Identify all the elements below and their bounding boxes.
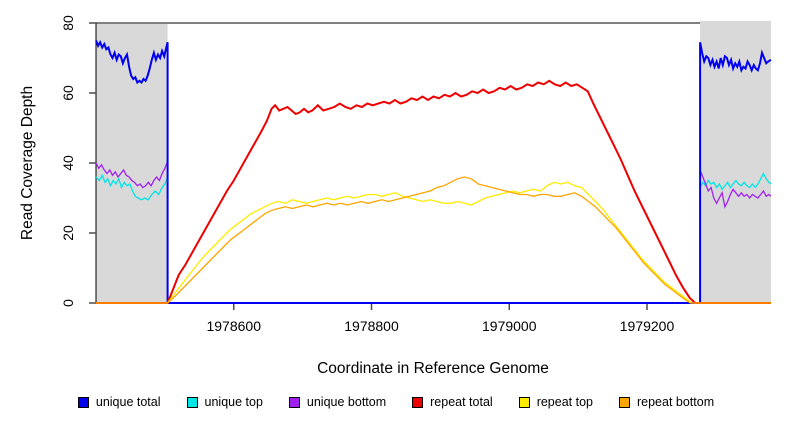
repeat-total-swatch-icon <box>412 396 424 408</box>
x-axis-title: Coordinate in Reference Genome <box>317 360 549 377</box>
x-tick-label: 1979000 <box>482 318 537 334</box>
series-line-repeat-bottom <box>96 176 771 304</box>
repeat-bottom-swatch-icon <box>618 396 630 408</box>
legend-item-unique-top: unique top <box>186 395 263 409</box>
x-tick-label: 1978600 <box>206 318 261 334</box>
series-line-unique-bottom <box>95 161 772 304</box>
legend-label: repeat bottom <box>636 395 715 409</box>
legend-item-unique-bottom: unique bottom <box>288 395 387 409</box>
series-line-repeat-top <box>96 181 771 304</box>
y-tick-label: 20 <box>60 225 76 241</box>
series-line-repeat-total <box>96 79 771 304</box>
legend-item-repeat-top: repeat top <box>518 395 593 409</box>
legend-item-unique-total: unique total <box>77 395 161 409</box>
y-tick-label: 40 <box>60 155 76 171</box>
x-tick-label: 1979200 <box>620 318 675 334</box>
y-axis-title: Read Coverage Depth <box>19 85 36 241</box>
legend-label: unique total <box>95 395 161 409</box>
series-line-unique-top <box>95 172 772 304</box>
legend-item-repeat-bottom: repeat bottom <box>618 395 715 409</box>
x-tick-label: 1978800 <box>344 318 399 334</box>
unique-bottom-swatch-icon <box>288 396 300 408</box>
legend-item-repeat-total: repeat total <box>412 395 493 409</box>
legend-label: unique bottom <box>306 395 387 409</box>
y-tick-label: 60 <box>60 85 76 101</box>
y-tick-label: 0 <box>60 299 76 307</box>
legend-label: repeat total <box>430 395 493 409</box>
shaded-region-left <box>96 24 168 303</box>
unique-total-swatch-icon <box>77 396 89 408</box>
legend-label: repeat top <box>536 395 593 409</box>
repeat-top-swatch-icon <box>518 396 530 408</box>
legend: unique total unique top unique bottom re… <box>0 395 792 409</box>
y-tick-label: 80 <box>60 15 76 31</box>
legend-label: unique top <box>204 395 263 409</box>
unique-top-swatch-icon <box>186 396 198 408</box>
